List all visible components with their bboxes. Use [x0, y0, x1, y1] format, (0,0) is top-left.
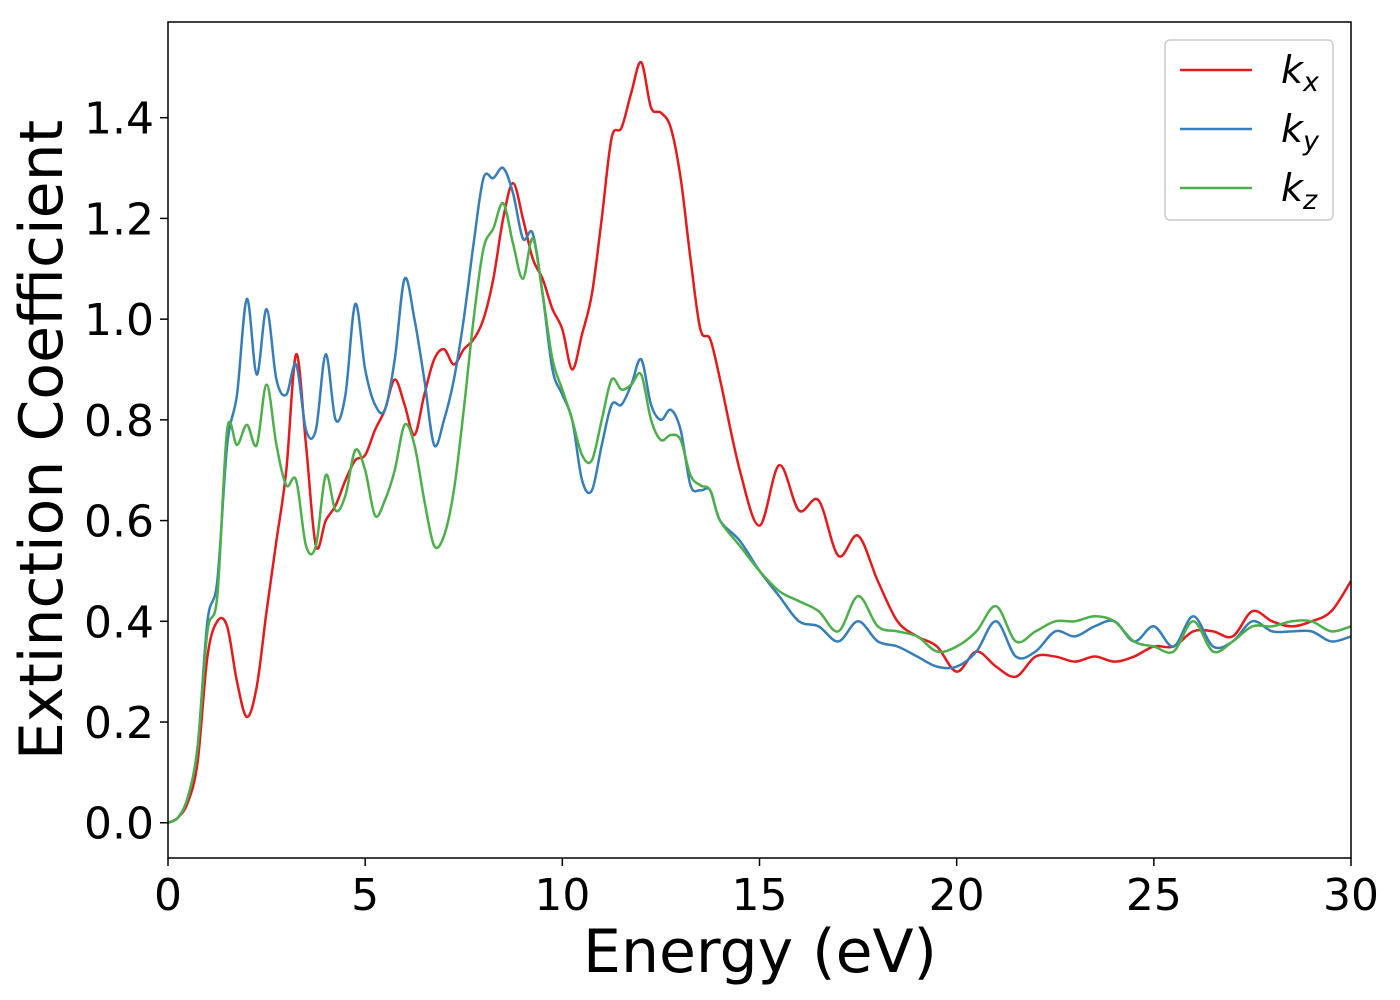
legend-label: ky [1281, 107, 1320, 157]
x-tick-label: 20 [929, 870, 985, 921]
x-axis-label: Energy (eV) [583, 917, 937, 987]
legend-label: kz [1281, 166, 1318, 216]
data-line [168, 61, 1351, 824]
y-tick-label: 0.4 [84, 597, 154, 648]
data-line [168, 202, 1351, 824]
x-tick-label: 30 [1323, 870, 1379, 921]
x-tick-label: 15 [732, 870, 788, 921]
y-tick-label: 0.6 [84, 497, 154, 548]
y-tick-label: 0.0 [84, 799, 154, 850]
x-tick-label: 25 [1126, 870, 1182, 921]
x-tick-label: 0 [154, 870, 182, 921]
x-tick-label: 5 [351, 870, 379, 921]
data-line [168, 166, 1351, 824]
plot-frame [167, 21, 1352, 859]
legend-label: kx [1281, 48, 1320, 98]
y-axis-label: Extinction Coefficient [7, 120, 77, 760]
x-tick-label: 10 [534, 870, 590, 921]
y-tick-label: 0.8 [84, 396, 154, 447]
y-tick-label: 1.4 [84, 94, 154, 145]
y-tick-label: 0.2 [84, 698, 154, 749]
y-tick-label: 1.2 [84, 194, 154, 245]
y-tick-label: 1.0 [84, 295, 154, 346]
